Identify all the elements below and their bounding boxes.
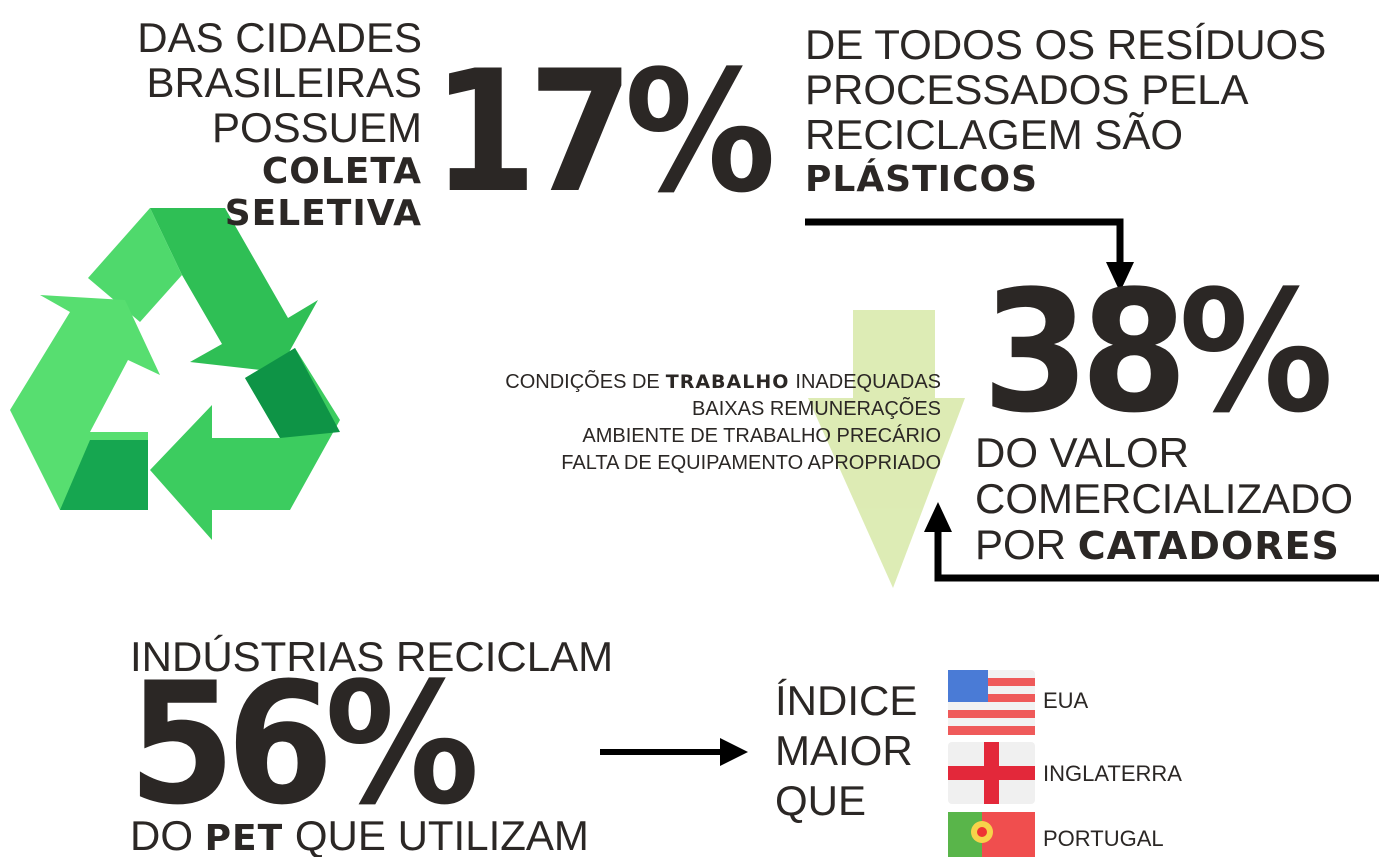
figure-38: 38%: [982, 254, 1334, 450]
text-line: BAIXAS REMUNERAÇÕES: [692, 398, 941, 420]
text: CONDIÇÕES DE: [505, 371, 660, 393]
text-line: SELETIVA: [224, 193, 422, 234]
text: INADEQUADAS: [795, 371, 941, 393]
text-line: QUE: [775, 777, 867, 824]
recycle-arrow: [150, 208, 318, 372]
text-bold: TRABALHO: [665, 371, 790, 393]
text-bold: CATADORES: [1077, 524, 1340, 568]
flag-portugal: [948, 812, 1035, 857]
arrow-catadores: [924, 502, 1379, 582]
text-line: PROCESSADOS PELA: [805, 66, 1249, 113]
pet-text: DO PET QUE UTILIZAM: [130, 815, 589, 857]
text: POR: [975, 521, 1067, 568]
text-bold: PET: [204, 818, 284, 857]
arrow-plasticos-to-38: [805, 218, 1134, 292]
flag-usa: [948, 670, 1035, 735]
text-line: AMBIENTE DE TRABALHO PRECÁRIO: [582, 425, 941, 447]
text-line: COMERCIALIZADO: [975, 475, 1354, 522]
recycle-icon: [10, 208, 340, 540]
country-label: EUA: [1043, 688, 1089, 713]
text-line: FALTA DE EQUIPAMENTO APROPRIADO: [561, 452, 941, 474]
text: QUE UTILIZAM: [294, 812, 589, 857]
text-line: ÍNDICE: [775, 677, 918, 724]
recycle-arrow: [88, 208, 182, 322]
text-line: MAIOR: [775, 727, 913, 774]
country-label: INGLATERRA: [1043, 761, 1182, 786]
catadores-text: DO VALOR COMERCIALIZADO POR CATADORES: [975, 430, 1353, 569]
recycle-arrow: [150, 348, 340, 540]
plastics-text: DE TODOS OS RESÍDUOS PROCESSADOS PELA RE…: [805, 22, 1326, 203]
green-down-arrow: [808, 310, 965, 588]
text-line: PLÁSTICOS: [805, 159, 1039, 200]
figure-56: 56%: [128, 646, 480, 842]
text-line: BRASILEIRAS: [146, 59, 422, 106]
cities-text: DAS CIDADES BRASILEIRAS POSSUEM COLETA S…: [137, 15, 422, 234]
text: DO: [130, 812, 193, 857]
recycle-arrow: [245, 348, 340, 438]
arrow-56-to-index: [600, 738, 748, 766]
industries-heading: INDÚSTRIAS RECICLAM: [130, 633, 614, 680]
text-line: DO VALOR: [975, 429, 1189, 476]
text-line: POSSUEM: [211, 104, 422, 151]
text-line: RECICLAGEM SÃO: [805, 111, 1184, 158]
figure-17: 17%: [432, 34, 776, 230]
text-line: COLETA: [261, 151, 422, 192]
text-line: DE TODOS OS RESÍDUOS: [805, 21, 1327, 68]
recycle-arrow: [60, 440, 148, 510]
text-line: DAS CIDADES: [137, 14, 422, 61]
index-label: ÍNDICE MAIOR QUE: [775, 676, 917, 826]
country-label: PORTUGAL: [1043, 826, 1164, 851]
conditions-list: CONDIÇÕES DE TRABALHO INADEQUADAS BAIXAS R…: [505, 369, 941, 477]
flag-england: [948, 742, 1035, 804]
